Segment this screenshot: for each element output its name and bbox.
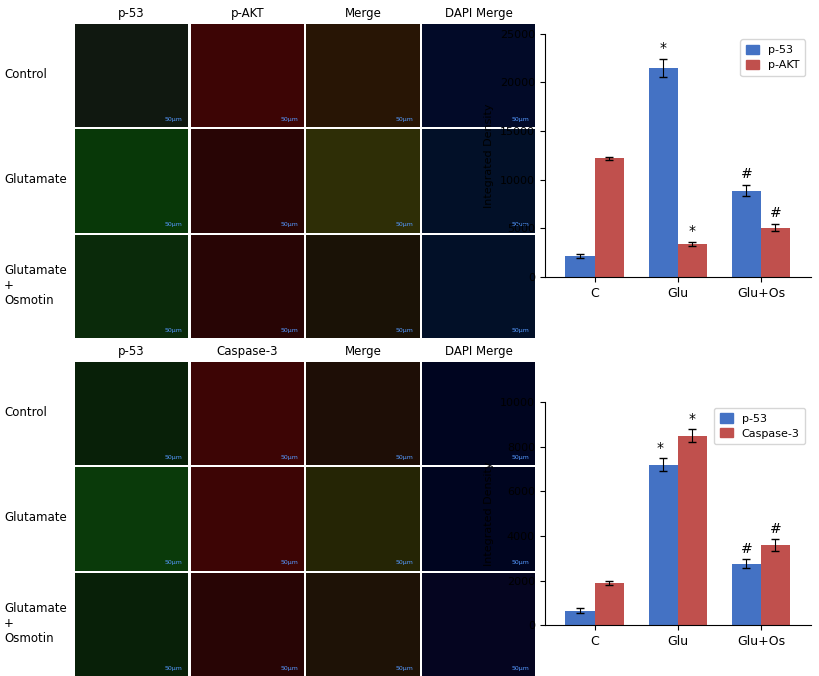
Text: 50μm: 50μm: [512, 117, 530, 122]
Text: 50μm: 50μm: [396, 455, 414, 460]
Text: #: #: [770, 522, 781, 536]
Text: 50μm: 50μm: [396, 117, 414, 122]
Text: 50μm: 50μm: [280, 117, 298, 122]
Legend: p-53, Caspase-3: p-53, Caspase-3: [714, 408, 805, 444]
Text: p-53: p-53: [118, 7, 145, 20]
Text: 50μm: 50μm: [512, 328, 530, 333]
Text: 50μm: 50μm: [165, 560, 183, 566]
Text: Glutamate: Glutamate: [4, 512, 67, 525]
Text: #: #: [740, 167, 752, 180]
Legend: p-53, p-AKT: p-53, p-AKT: [740, 39, 805, 76]
Text: Control: Control: [4, 68, 47, 81]
Text: Glutamate: Glutamate: [4, 174, 67, 187]
Bar: [761, 545, 790, 625]
Text: p-AKT: p-AKT: [230, 7, 264, 20]
Text: 50μm: 50μm: [512, 666, 530, 671]
Bar: [678, 244, 707, 277]
Text: 50μm: 50μm: [396, 328, 414, 333]
Bar: [732, 564, 761, 625]
Text: Glutamate
+
Osmotin: Glutamate + Osmotin: [4, 264, 67, 307]
Bar: [565, 256, 595, 277]
Bar: [565, 611, 595, 625]
Text: 50μm: 50μm: [512, 560, 530, 566]
Text: p-53: p-53: [118, 345, 145, 358]
Text: 50μm: 50μm: [165, 117, 183, 122]
Bar: [678, 435, 707, 625]
Text: #: #: [740, 542, 752, 556]
Text: 50μm: 50μm: [280, 328, 298, 333]
Text: 50μm: 50μm: [165, 666, 183, 671]
Bar: [732, 191, 761, 277]
Bar: [595, 158, 623, 277]
Text: 50μm: 50μm: [165, 455, 183, 460]
Text: 50μm: 50μm: [280, 222, 298, 228]
Text: 50μm: 50μm: [280, 666, 298, 671]
Text: 50μm: 50μm: [165, 328, 183, 333]
Text: *: *: [689, 412, 696, 426]
Text: *: *: [659, 41, 667, 55]
Text: *: *: [658, 441, 669, 455]
Text: 50μm: 50μm: [165, 222, 183, 228]
Y-axis label: Integrated Density: Integrated Density: [484, 103, 494, 208]
Text: 50μm: 50μm: [396, 222, 414, 228]
Text: DAPI Merge: DAPI Merge: [445, 7, 513, 20]
Text: 50μm: 50μm: [396, 666, 414, 671]
Text: DAPI Merge: DAPI Merge: [445, 345, 513, 358]
Text: Merge: Merge: [345, 345, 382, 358]
Text: Caspase-3: Caspase-3: [216, 345, 278, 358]
Y-axis label: Integrated Density: Integrated Density: [484, 462, 495, 566]
Text: 50μm: 50μm: [280, 560, 298, 566]
Text: Control: Control: [4, 406, 47, 419]
Text: 50μm: 50μm: [512, 222, 530, 228]
Text: Glutamate
+
Osmotin: Glutamate + Osmotin: [4, 602, 67, 645]
Text: 50μm: 50μm: [512, 455, 530, 460]
Text: #: #: [770, 206, 781, 220]
Bar: [761, 228, 790, 277]
Bar: [595, 583, 623, 625]
Text: Merge: Merge: [345, 7, 382, 20]
Text: 50μm: 50μm: [280, 455, 298, 460]
Bar: [649, 464, 678, 625]
Bar: [649, 68, 678, 277]
Text: 50μm: 50μm: [396, 560, 414, 566]
Text: *: *: [689, 224, 696, 238]
